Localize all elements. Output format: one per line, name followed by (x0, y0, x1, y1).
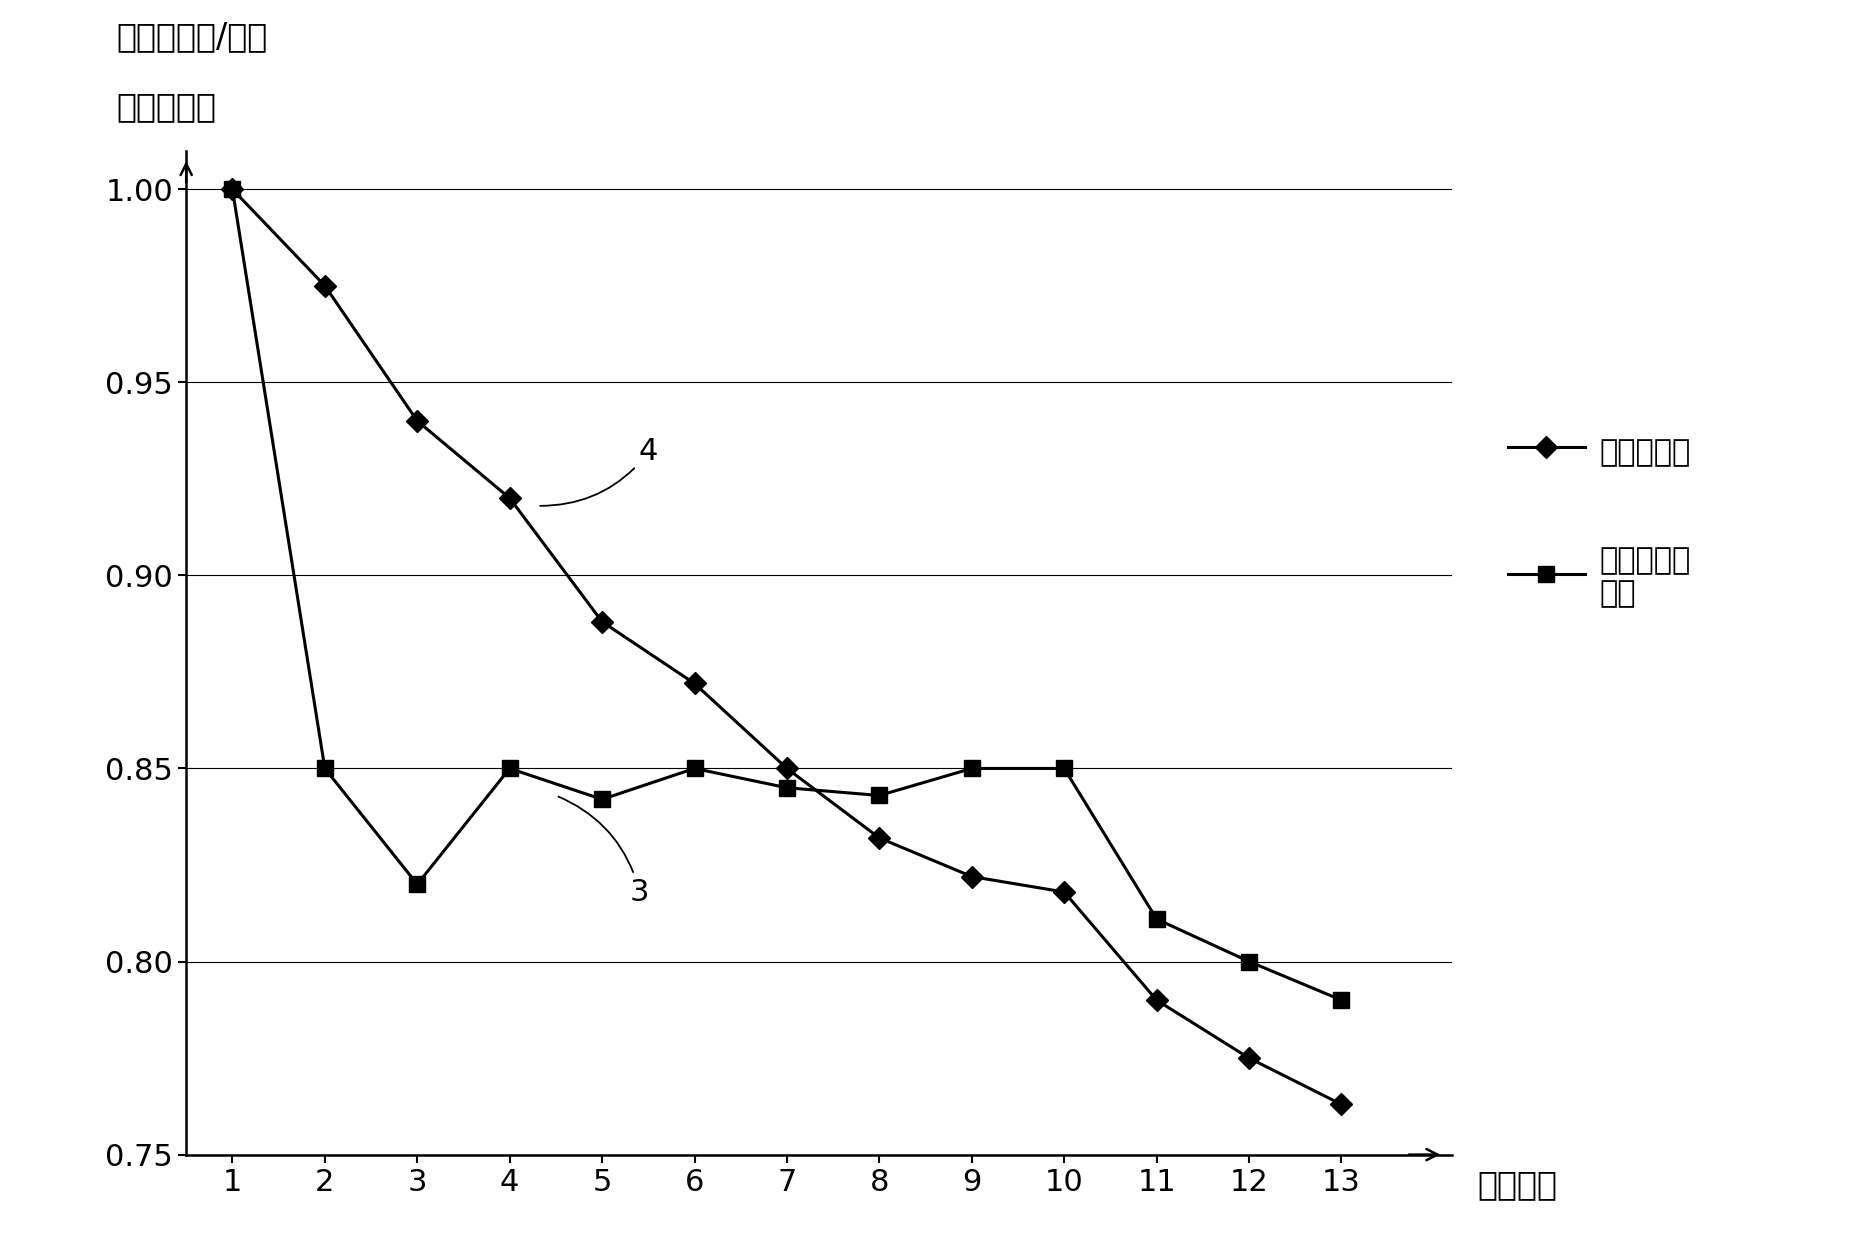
Text: 循环次数: 循环次数 (1478, 1168, 1558, 1201)
电池内阻变
化率 (499, 761, 521, 776)
电池内阻变
化率 (1329, 993, 1352, 1008)
容量衰减率 (868, 831, 890, 846)
Text: 3: 3 (559, 797, 650, 906)
容量衰减率 (776, 761, 799, 776)
电池内阻变
化率 (961, 761, 983, 776)
容量衰减率 (222, 182, 244, 197)
电池内阻变
化率 (313, 761, 335, 776)
电池内阻变
化率 (222, 182, 244, 197)
电池内阻变
化率 (683, 761, 706, 776)
Line: 容量衰减率: 容量衰减率 (225, 182, 1350, 1112)
电池内阻变
化率 (868, 788, 890, 803)
容量衰减率 (406, 413, 428, 428)
容量衰减率 (683, 676, 706, 692)
容量衰减率 (1329, 1097, 1352, 1112)
Legend: 容量衰减率, 电池内阻变
化率: 容量衰减率, 电池内阻变 化率 (1493, 417, 1706, 624)
Text: 容量衰减率/电池: 容量衰减率/电池 (117, 20, 268, 53)
容量衰减率 (961, 868, 983, 884)
电池内阻变
化率 (776, 781, 799, 796)
电池内阻变
化率 (406, 877, 428, 892)
Line: 电池内阻变
化率: 电池内阻变 化率 (225, 182, 1350, 1008)
Text: 内阻变化率: 内阻变化率 (117, 90, 216, 123)
容量衰减率 (313, 279, 335, 294)
容量衰减率 (590, 614, 613, 629)
容量衰减率 (1145, 993, 1167, 1008)
电池内阻变
化率 (590, 792, 613, 807)
容量衰减率 (1238, 1050, 1261, 1065)
容量衰减率 (1054, 885, 1076, 900)
电池内阻变
化率 (1054, 761, 1076, 776)
电池内阻变
化率 (1145, 911, 1167, 926)
电池内阻变
化率 (1238, 954, 1261, 969)
Text: 4: 4 (540, 437, 659, 506)
容量衰减率 (499, 491, 521, 506)
